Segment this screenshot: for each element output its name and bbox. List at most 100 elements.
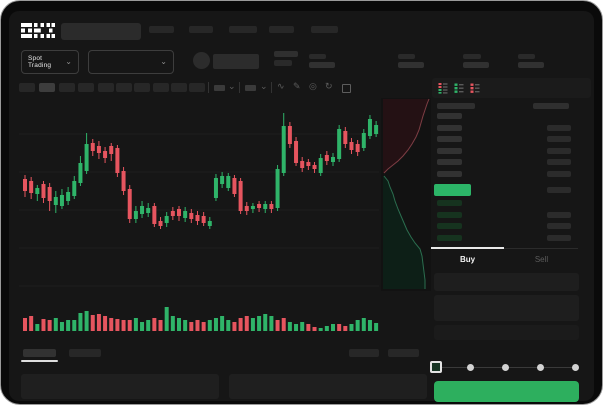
ask-row[interactable] (437, 113, 571, 120)
stat-4-label (518, 54, 535, 59)
tab-sell[interactable]: Sell (534, 254, 549, 264)
stat-2-value (398, 62, 424, 68)
price-row-amount-placeholder (547, 187, 571, 193)
bid-row[interactable] (437, 234, 571, 242)
bottom-tab-history[interactable] (69, 349, 101, 357)
price-input-placeholder[interactable] (434, 273, 579, 291)
tab-buy[interactable]: Buy (459, 254, 476, 264)
price-change-placeholder (274, 60, 292, 66)
toolbar-divider (271, 82, 272, 93)
price-placeholder (437, 113, 462, 119)
price-placeholder (437, 159, 462, 166)
timeframe-button-4[interactable] (78, 83, 94, 92)
stat-1-value (309, 62, 335, 68)
toolbar-divider (208, 82, 209, 93)
slider-stop-100[interactable] (571, 363, 579, 371)
price-placeholder (437, 147, 462, 154)
orderbook-col-header-amount (533, 103, 569, 109)
price-placeholder (437, 136, 462, 143)
chart-type-placeholder[interactable] (214, 85, 225, 91)
timeframe-button-9[interactable] (171, 83, 187, 92)
nav-item-2[interactable] (189, 26, 213, 33)
bottom-panel-left (21, 374, 219, 399)
buy-submit-button[interactable] (434, 381, 579, 402)
amount-placeholder (547, 211, 571, 218)
slider-stop-50[interactable] (502, 363, 509, 371)
chevron-down-icon: ⌄ (65, 57, 72, 66)
ask-row[interactable] (437, 159, 571, 166)
bid-row[interactable] (437, 223, 571, 230)
slider-stop-75[interactable] (536, 363, 544, 371)
chevron-down-icon: ⌄ (160, 57, 167, 66)
search-bar[interactable] (61, 23, 141, 40)
bid-row[interactable] (437, 211, 571, 219)
timeframe-button-7[interactable] (134, 83, 150, 92)
amount-placeholder (547, 234, 571, 241)
slider-stop-25[interactable] (467, 363, 475, 371)
depth-chart[interactable] (381, 98, 431, 291)
line-tools-icon[interactable]: ∿ (277, 81, 285, 91)
indicator-placeholder[interactable] (245, 85, 256, 91)
chevron-down-icon[interactable]: ⌄ (228, 81, 236, 91)
stat-2-label (398, 54, 415, 59)
active-tab-indicator (431, 247, 504, 249)
ask-row[interactable] (437, 124, 571, 132)
ask-row[interactable] (437, 136, 571, 143)
price-placeholder (437, 200, 462, 206)
market-type-label: Spot Trading (28, 55, 52, 69)
nav-item-4[interactable] (269, 26, 294, 33)
bottom-panel-right (229, 374, 427, 399)
okx-logo (21, 23, 55, 38)
amount-input-placeholder[interactable] (434, 295, 579, 321)
bid-row[interactable] (437, 200, 571, 207)
bottom-action-1[interactable] (349, 349, 379, 357)
nav-item-1[interactable] (149, 26, 174, 33)
amount-placeholder (547, 171, 571, 177)
stat-4-value (518, 62, 544, 68)
refresh-icon[interactable]: ↻ (325, 81, 333, 91)
market-type-dropdown[interactable]: Spot Trading ⌄ (21, 50, 79, 74)
price-placeholder (437, 223, 462, 230)
timeframe-button-8[interactable] (153, 83, 169, 92)
amount-placeholder (547, 159, 571, 166)
toolbar-divider (239, 82, 240, 93)
edit-icon[interactable]: ✎ (293, 81, 301, 91)
pair-name-placeholder (213, 54, 259, 69)
timeframe-button-3[interactable] (59, 83, 75, 92)
bottom-tab-orders-active[interactable] (23, 349, 56, 357)
ask-row[interactable] (437, 147, 571, 155)
pair-selector-dropdown[interactable]: ⌄ (88, 50, 174, 74)
price-placeholder (437, 234, 462, 241)
timeframe-button-6[interactable] (116, 83, 132, 92)
last-price-bar[interactable] (434, 184, 471, 196)
chevron-down-icon[interactable]: ⌄ (260, 81, 268, 91)
amount-placeholder (547, 124, 571, 131)
amount-placeholder (547, 147, 571, 154)
combined-book-icon[interactable] (437, 82, 449, 94)
timeframe-button-5[interactable] (98, 83, 114, 92)
token-icon (193, 52, 210, 69)
bottom-action-2[interactable] (388, 349, 419, 357)
camera-icon[interactable]: ◎ (309, 81, 317, 91)
ask-row[interactable] (437, 171, 571, 178)
nav-item-5[interactable] (311, 26, 338, 33)
amount-placeholder (547, 136, 571, 143)
slider-handle[interactable] (430, 361, 442, 373)
nav-item-3[interactable] (229, 26, 257, 33)
stat-3-value (463, 62, 489, 68)
timeframe-button-2-active[interactable] (39, 83, 55, 92)
total-input-placeholder[interactable] (434, 325, 579, 340)
bids-only-icon[interactable] (453, 82, 465, 94)
orderbook-col-header-price (437, 103, 475, 109)
timeframe-button-10[interactable] (189, 83, 205, 92)
amount-placeholder (547, 223, 571, 230)
candlestick-chart[interactable] (19, 97, 379, 336)
price-placeholder (437, 124, 462, 131)
asks-only-icon[interactable] (469, 82, 481, 94)
stat-3-label (463, 54, 481, 59)
stat-1-label (309, 54, 326, 59)
fullscreen-icon[interactable] (342, 84, 351, 93)
timeframe-button-1[interactable] (19, 83, 35, 92)
